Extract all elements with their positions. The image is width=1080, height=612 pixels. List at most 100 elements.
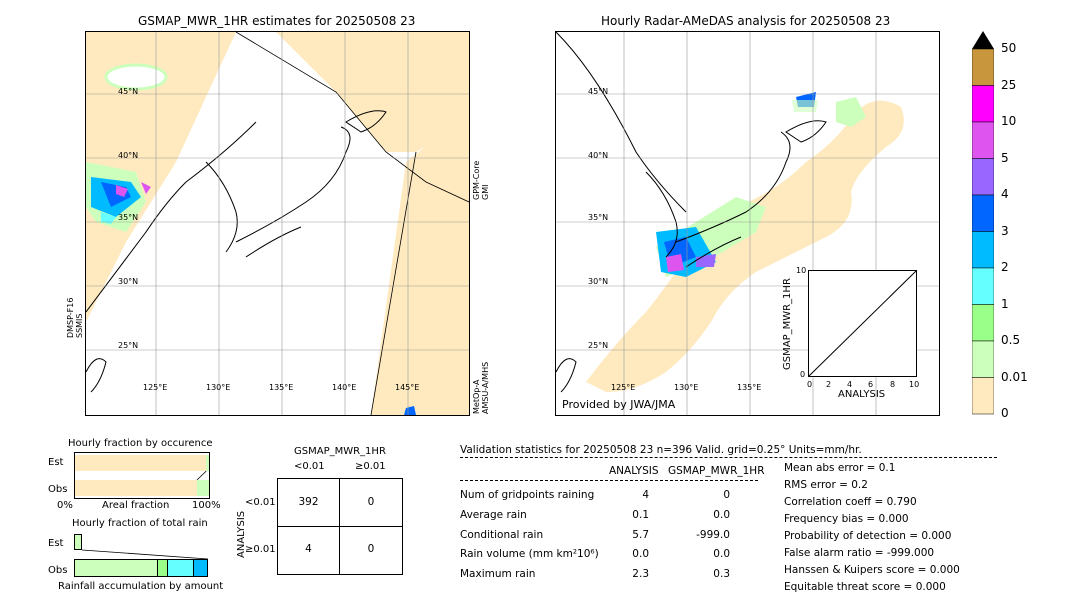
sat-label-right-top: GPM-Core GMI (472, 160, 490, 200)
occurrence-title: Hourly fraction by occurence (68, 438, 213, 449)
colorbar-swatch (972, 267, 994, 305)
total-title: Hourly fraction of total rain (72, 518, 208, 529)
stat-label: Conditional rain (460, 529, 544, 541)
stat-label: Average rain (460, 509, 527, 521)
col-gsmap: GSMAP_MWR_1HR (668, 465, 765, 477)
colorbar-label: 3 (1001, 223, 1009, 238)
colorbar-swatch (972, 85, 994, 123)
stat-analysis: 0.1 (632, 509, 649, 521)
axis-mid: Areal fraction (102, 500, 170, 511)
colorbar-swatch (972, 194, 994, 232)
lat-label: 30°N (588, 277, 609, 286)
lat-label: 40°N (588, 151, 609, 160)
est-label-2: Est (48, 538, 64, 549)
stat-label: Maximum rain (460, 568, 536, 580)
lon-label: 130°E (206, 383, 231, 392)
obs-rain-segment (196, 480, 209, 496)
colorbar-label: 25 (1001, 77, 1017, 92)
lat-label: 45°N (588, 87, 609, 96)
occurrence-chart (74, 452, 210, 499)
colorbar-label: 0.01 (1001, 369, 1028, 384)
est-total-bar (74, 534, 83, 550)
cell-fp: 0 (367, 496, 375, 508)
colorbar (972, 31, 994, 415)
est-label: Est (48, 457, 64, 468)
left-map-title: GSMAP_MWR_1HR estimates for 20250508 23 (138, 14, 416, 28)
score-line: Correlation coeff = 0.790 (784, 496, 917, 508)
validation-header: Validation statistics for 20250508 23 n=… (460, 444, 862, 456)
contingency-table: 392 0 4 0 (277, 478, 403, 575)
lon-label: 135°E (269, 383, 294, 392)
cell-fn: 4 (305, 543, 312, 555)
lat-label: 25°N (118, 341, 139, 350)
colorbar-label: 50 (1001, 41, 1017, 55)
score-line: Mean abs error = 0.1 (784, 462, 896, 474)
lon-label: 125°E (611, 383, 636, 392)
stat-analysis: 4 (642, 489, 649, 501)
lat-label: 45°N (118, 87, 139, 96)
colorbar-label: 0.5 (1001, 333, 1021, 347)
col-lt: <0.01 (294, 461, 325, 472)
stat-label: Rain volume (mm km²10⁶) (460, 548, 599, 560)
obs-label: Obs (48, 484, 68, 495)
score-line: Frequency bias = 0.000 (784, 513, 909, 525)
accum-label: Rainfall accumulation by amount (58, 581, 224, 592)
lat-label: 30°N (118, 277, 139, 286)
obs-occurrence-bar (75, 480, 209, 496)
lat-label: 40°N (118, 151, 139, 160)
scatter-xlabel: ANALYSIS (838, 389, 886, 400)
cell-tp: 0 (367, 543, 375, 555)
scatter-inset (808, 270, 917, 377)
right-map-title: Hourly Radar-AMeDAS analysis for 2025050… (601, 14, 891, 28)
colorbar-label: 5 (1001, 150, 1009, 165)
stat-analysis: 2.3 (632, 568, 649, 580)
stat-label: Num of gridpoints raining (460, 489, 595, 501)
lon-label: 130°E (674, 383, 699, 392)
total-rain-chart (74, 532, 208, 577)
contingency-title: GSMAP_MWR_1HR (294, 446, 386, 457)
score-line: Probability of detection = 0.000 (784, 530, 952, 542)
stat-gsmap: 0.0 (713, 509, 730, 521)
axis-left: 0% (57, 500, 73, 511)
row-lt: <0.01 (245, 497, 276, 508)
colorbar-swatch (972, 121, 994, 159)
colorbar-swatch (972, 304, 994, 342)
data-credit: Provided by JWA/JMA (562, 398, 676, 411)
table-divider (460, 480, 758, 481)
obs-label-2: Obs (48, 565, 68, 576)
col-analysis: ANALYSIS (609, 465, 659, 477)
lat-label: 35°N (588, 213, 609, 222)
colorbar-swatch (972, 48, 994, 86)
colorbar-swatch (972, 340, 994, 378)
lon-label: 125°E (143, 383, 168, 392)
stat-analysis: 0.0 (632, 548, 649, 560)
lon-label: 145°E (395, 383, 420, 392)
scatter-ytick-top: 10 (796, 266, 807, 275)
scatter-ytick-zero: 0 (800, 370, 806, 379)
colorbar-label: 4 (1001, 187, 1009, 201)
sat-label-right-bottom: MetOp-A AMSU-A/MHS (472, 361, 490, 414)
stat-gsmap: 0.3 (713, 568, 730, 580)
colorbar-label: 0 (1001, 406, 1009, 420)
est-occurrence-bar (75, 455, 209, 471)
stat-gsmap: 0 (723, 489, 730, 501)
est-rain-segment (206, 455, 209, 471)
lon-label: 135°E (737, 383, 762, 392)
colorbar-swatch (972, 377, 994, 415)
lon-label: 140°E (332, 383, 357, 392)
col-ge: ≥0.01 (355, 461, 386, 472)
lat-label: 35°N (118, 213, 139, 222)
colorbar-label: 1 (1001, 296, 1009, 311)
stat-analysis: 5.7 (632, 529, 649, 541)
sat-label-left: DMSP-F16 SSMIS (66, 297, 84, 338)
axis-right: 100% (192, 500, 221, 511)
row-ge: ≥0.01 (245, 544, 276, 555)
score-line: Hanssen & Kuipers score = 0.000 (784, 564, 960, 576)
cell-tn: 392 (298, 496, 319, 508)
colorbar-label: 10 (1001, 114, 1017, 128)
colorbar-swatch (972, 231, 994, 269)
colorbar-label: 2 (1001, 260, 1009, 274)
scatter-ylabel: GSMAP_MWR_1HR (782, 278, 793, 370)
validation-divider (460, 457, 997, 458)
colorbar-swatch (972, 158, 994, 196)
